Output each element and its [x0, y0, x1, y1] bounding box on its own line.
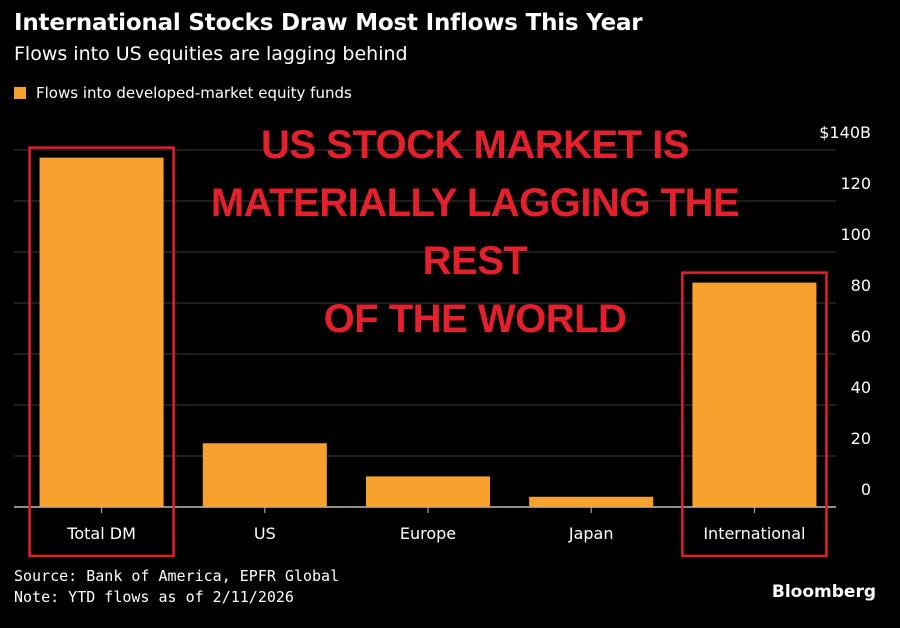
date-note: Note: YTD flows as of 2/11/2026 — [14, 588, 294, 606]
y-tick-label: 80 — [851, 276, 871, 295]
y-tick-label: 100 — [840, 225, 871, 244]
bar-europe — [365, 476, 491, 507]
y-tick-label: $140B — [819, 123, 871, 142]
bloomberg-logo: Bloomberg — [771, 582, 876, 602]
annotation-line-1: US STOCK MARKET IS — [260, 123, 690, 167]
x-tick-label: Total DM — [66, 524, 136, 543]
x-tick-label: Europe — [400, 524, 456, 543]
y-tick-label: 40 — [851, 378, 871, 397]
bar-international — [692, 282, 817, 507]
bar-total-dm — [39, 157, 164, 507]
y-tick-label: 0 — [861, 480, 871, 499]
legend-label: Flows into developed-market equity funds — [36, 84, 352, 102]
annotation-text: US STOCK MARKET IS MATERIALLY LAGGING TH… — [160, 116, 790, 348]
chart-title: International Stocks Draw Most Inflows T… — [14, 10, 643, 36]
y-tick-label: 60 — [851, 327, 871, 346]
bar-us — [202, 443, 327, 507]
y-tick-label: 20 — [851, 429, 871, 448]
x-tick-label: US — [254, 524, 276, 543]
x-tick-label: Japan — [568, 524, 614, 543]
x-tick-label: International — [703, 524, 805, 543]
annotation-line-3: OF THE WORLD — [323, 297, 627, 341]
highlight-box-total-dm — [28, 146, 175, 558]
annotation-line-2: MATERIALLY LAGGING THE REST — [210, 181, 740, 283]
footer: Source: Bank of America, EPFR Global Not… — [14, 566, 339, 608]
highlight-box-international — [681, 271, 828, 558]
chart-subtitle: Flows into US equities are lagging behin… — [14, 43, 408, 65]
legend: Flows into developed-market equity funds — [14, 84, 352, 102]
bar-japan — [529, 496, 654, 507]
legend-swatch — [14, 87, 26, 99]
source-note: Source: Bank of America, EPFR Global — [14, 567, 340, 585]
y-tick-label: 120 — [840, 174, 871, 193]
